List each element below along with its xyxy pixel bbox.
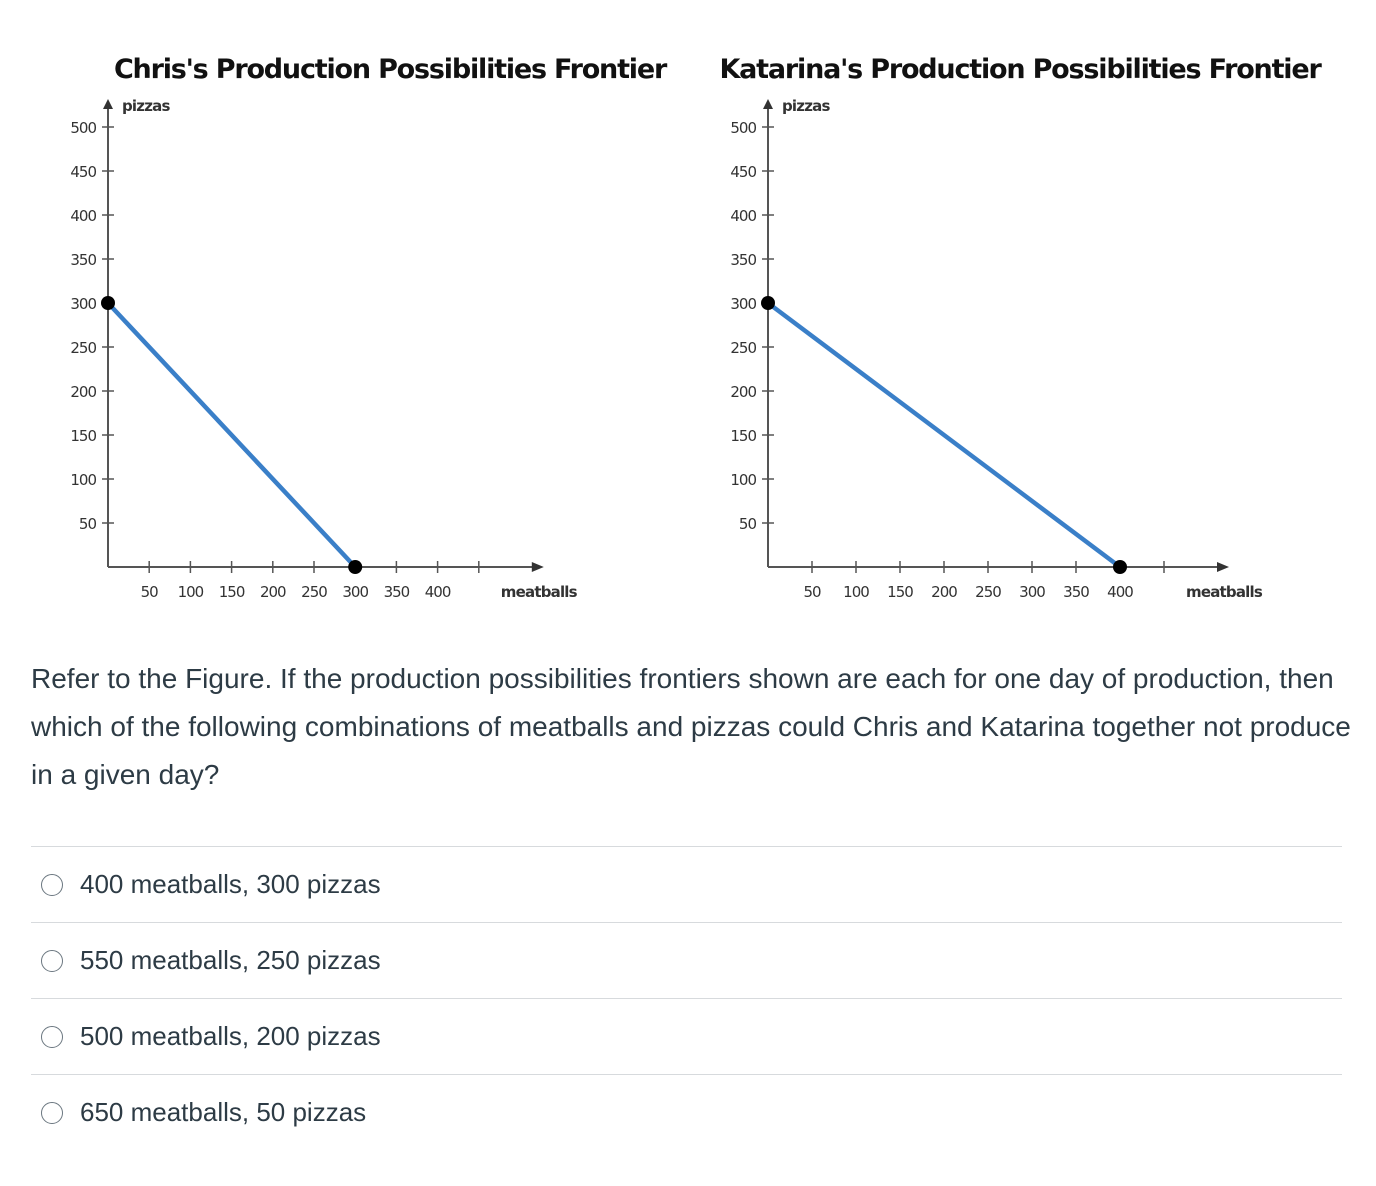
- y-tick-label: 300: [70, 295, 96, 313]
- answer-option[interactable]: 650 meatballs, 50 pizzas: [31, 1074, 1342, 1150]
- x-tick-label: 100: [843, 583, 869, 601]
- question-text: Refer to the Figure. If the production p…: [31, 663, 1351, 790]
- y-tick-label: 500: [730, 119, 756, 137]
- radio-button[interactable]: [41, 1101, 63, 1124]
- x-tick-label: 150: [887, 583, 913, 601]
- y-tick-label: 400: [730, 207, 756, 225]
- radio-button[interactable]: [41, 1025, 63, 1048]
- y-axis-label: pizzas: [122, 97, 170, 115]
- x-tick-label: 400: [425, 583, 451, 601]
- x-tick-label: 300: [1019, 583, 1045, 601]
- x-tick-label: 350: [384, 583, 410, 601]
- answer-option[interactable]: 550 meatballs, 250 pizzas: [31, 922, 1342, 998]
- y-tick-label: 200: [70, 383, 96, 401]
- katarina-ppf-svg: Katarina's Production Possibilities Fron…: [719, 54, 1323, 601]
- x-tick-label: 200: [260, 583, 286, 601]
- x-tick-label: 200: [931, 583, 957, 601]
- ppf-line: [106, 301, 357, 569]
- y-tick-label: 100: [70, 471, 96, 489]
- answer-label: 400 meatballs, 300 pizzas: [80, 869, 381, 899]
- y-tick-label: 350: [70, 251, 96, 269]
- y-tick-label: 100: [730, 471, 756, 489]
- ppf-line: [766, 301, 1122, 569]
- y-tick-label: 50: [739, 515, 757, 533]
- answer-option[interactable]: 500 meatballs, 200 pizzas: [31, 998, 1342, 1074]
- x-tick-label: 350: [1063, 583, 1089, 601]
- ppf-endpoint: [761, 296, 775, 310]
- y-axis-arrow: [763, 99, 773, 109]
- y-tick-label: 250: [70, 339, 96, 357]
- answer-option[interactable]: 400 meatballs, 300 pizzas: [31, 846, 1342, 922]
- x-axis-label: meatballs: [1186, 583, 1263, 601]
- x-axis-arrow: [531, 562, 544, 572]
- ppf-endpoint: [101, 296, 115, 310]
- katarina-ppf-chart: Katarina's Production Possibilities Fron…: [660, 40, 1360, 625]
- chart-title: Chris's Production Possibilities Frontie…: [114, 54, 668, 85]
- x-tick-label: 150: [219, 583, 245, 601]
- answer-label: 500 meatballs, 200 pizzas: [80, 1021, 381, 1051]
- y-tick-label: 150: [730, 427, 756, 445]
- x-axis-label: meatballs: [501, 583, 578, 601]
- y-tick-label: 450: [730, 163, 756, 181]
- x-tick-label: 250: [301, 583, 327, 601]
- y-tick-label: 250: [730, 339, 756, 357]
- y-tick-label: 200: [730, 383, 756, 401]
- x-tick-label: 250: [975, 583, 1001, 601]
- y-tick-label: 500: [70, 119, 96, 137]
- chris-ppf-svg: Chris's Production Possibilities Frontie…: [70, 54, 669, 601]
- x-tick-label: 300: [342, 583, 368, 601]
- answer-label: 650 meatballs, 50 pizzas: [80, 1097, 367, 1127]
- y-tick-label: 50: [79, 515, 97, 533]
- y-tick-label: 400: [70, 207, 96, 225]
- ppf-endpoint: [348, 560, 363, 574]
- x-tick-label: 400: [1107, 583, 1133, 601]
- y-axis-label: pizzas: [782, 97, 830, 115]
- x-axis-arrow: [1217, 562, 1229, 572]
- x-tick-label: 50: [803, 583, 821, 601]
- answer-label: 550 meatballs, 250 pizzas: [80, 945, 381, 975]
- answer-options: 400 meatballs, 300 pizzas 550 meatballs,…: [31, 846, 1342, 1150]
- x-tick-label: 100: [178, 583, 204, 601]
- y-tick-label: 150: [70, 427, 96, 445]
- y-axis-arrow: [103, 99, 113, 109]
- radio-button[interactable]: [41, 873, 63, 896]
- x-tick-label: 50: [141, 583, 159, 601]
- chart-title: Katarina's Production Possibilities Fron…: [719, 54, 1322, 85]
- chris-ppf-chart: Chris's Production Possibilities Frontie…: [0, 40, 690, 625]
- radio-button[interactable]: [41, 949, 63, 972]
- ppf-endpoint: [1113, 560, 1127, 574]
- y-tick-label: 300: [730, 295, 756, 313]
- y-tick-label: 450: [70, 163, 96, 181]
- y-tick-label: 350: [730, 251, 756, 269]
